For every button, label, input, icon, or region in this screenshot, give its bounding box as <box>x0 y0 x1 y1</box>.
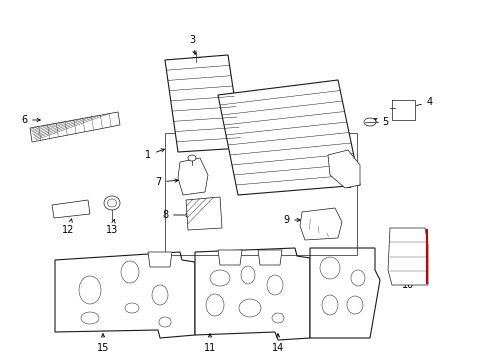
Ellipse shape <box>205 294 224 316</box>
Polygon shape <box>55 252 195 338</box>
Polygon shape <box>258 250 282 265</box>
Ellipse shape <box>271 313 284 323</box>
Ellipse shape <box>81 312 99 324</box>
Ellipse shape <box>321 295 337 315</box>
Ellipse shape <box>104 196 120 210</box>
Polygon shape <box>309 248 379 338</box>
Polygon shape <box>195 248 309 340</box>
Text: 9: 9 <box>283 215 300 225</box>
Polygon shape <box>387 228 427 285</box>
Ellipse shape <box>79 276 101 304</box>
Ellipse shape <box>187 155 196 161</box>
Ellipse shape <box>107 199 116 207</box>
Ellipse shape <box>121 261 139 283</box>
Ellipse shape <box>266 275 283 295</box>
Ellipse shape <box>350 270 364 286</box>
Text: 14: 14 <box>271 334 284 353</box>
Ellipse shape <box>209 270 229 286</box>
Ellipse shape <box>346 296 362 314</box>
Text: 15: 15 <box>97 334 109 353</box>
Text: 12: 12 <box>61 219 74 235</box>
Text: 10: 10 <box>401 274 413 290</box>
Ellipse shape <box>363 118 375 126</box>
Text: 8: 8 <box>162 210 189 220</box>
Polygon shape <box>327 150 359 188</box>
Polygon shape <box>164 55 242 152</box>
Text: 11: 11 <box>203 334 216 353</box>
Text: 13: 13 <box>106 219 118 235</box>
Polygon shape <box>218 250 242 265</box>
Ellipse shape <box>241 266 254 284</box>
Polygon shape <box>52 200 90 218</box>
Text: 3: 3 <box>188 35 196 54</box>
Ellipse shape <box>159 317 171 327</box>
Text: 7: 7 <box>155 177 178 187</box>
Text: 1: 1 <box>144 149 164 160</box>
Ellipse shape <box>152 285 168 305</box>
Ellipse shape <box>125 303 139 313</box>
Text: 4: 4 <box>410 97 432 108</box>
Text: 2: 2 <box>332 177 350 190</box>
Ellipse shape <box>239 299 261 317</box>
Text: 5: 5 <box>373 117 387 127</box>
Polygon shape <box>218 80 359 195</box>
Polygon shape <box>30 112 120 142</box>
Polygon shape <box>391 100 414 120</box>
Polygon shape <box>299 208 341 240</box>
Polygon shape <box>185 197 222 230</box>
Polygon shape <box>148 252 172 267</box>
Ellipse shape <box>319 257 339 279</box>
Text: 6: 6 <box>21 115 40 125</box>
Polygon shape <box>178 158 207 195</box>
